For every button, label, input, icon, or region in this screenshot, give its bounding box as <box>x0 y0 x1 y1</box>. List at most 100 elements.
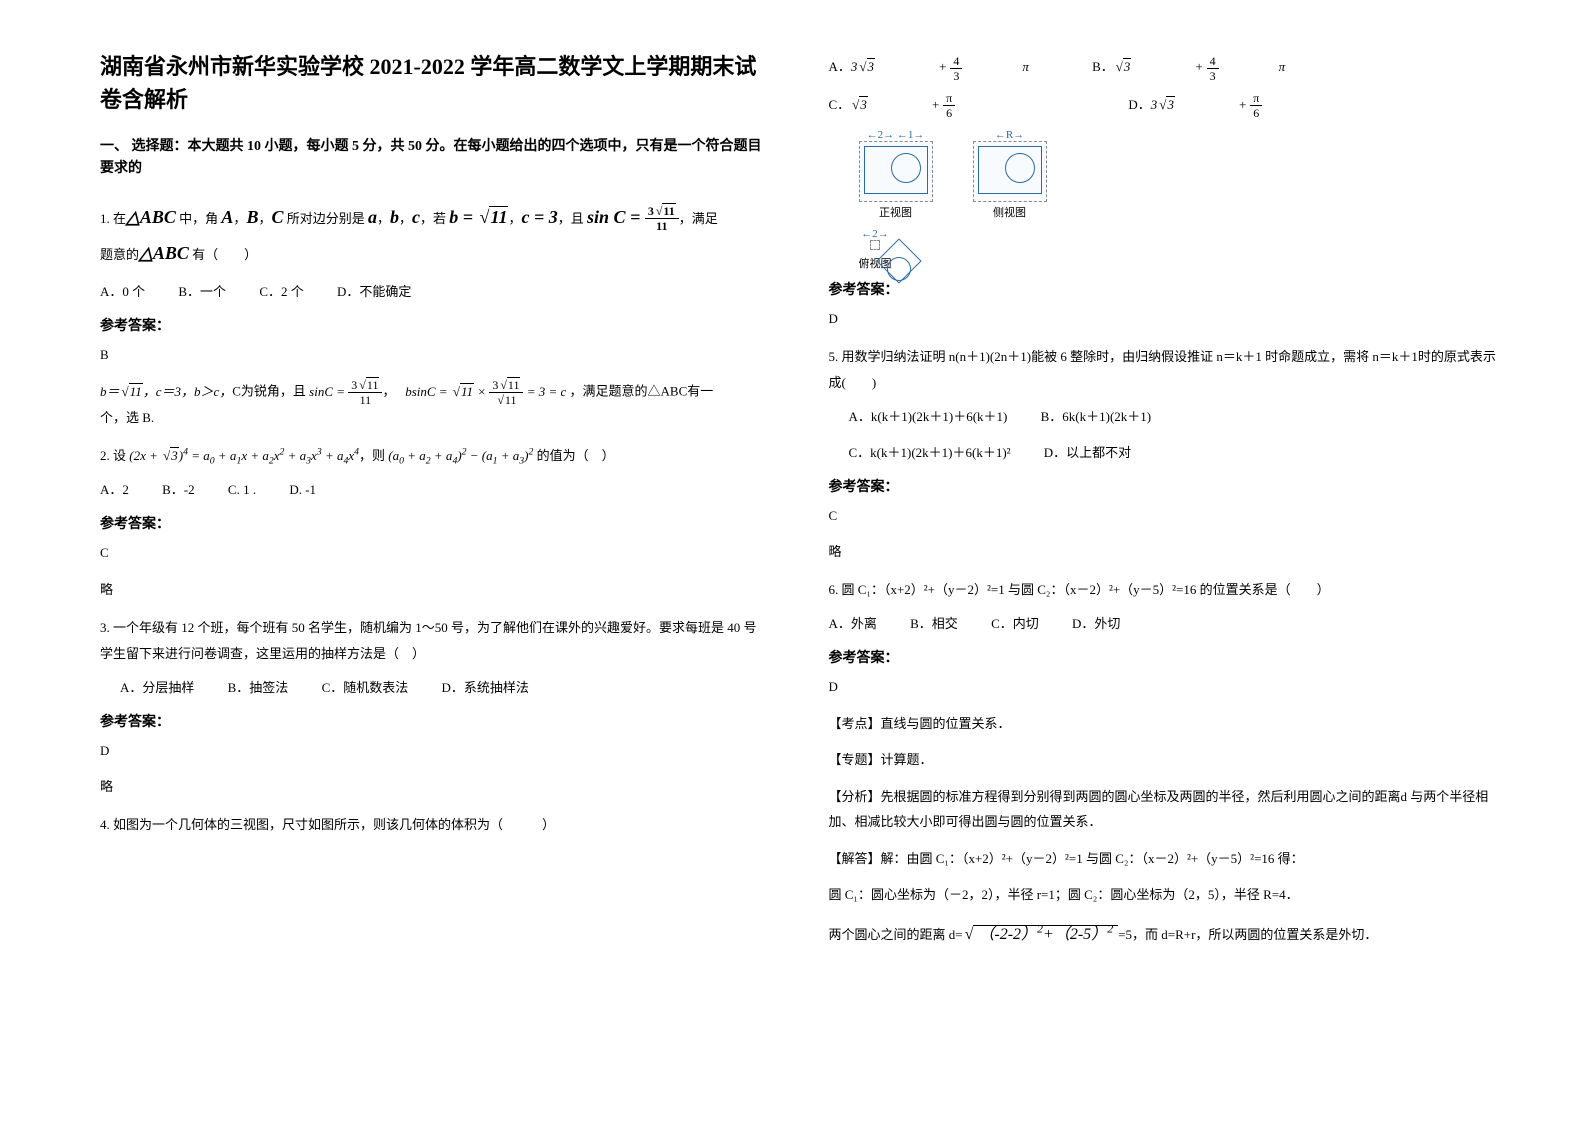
section-heading: 一、 选择题：本大题共 10 小题，每小题 5 分，共 50 分。在每小题给出的… <box>100 136 769 181</box>
q1-C: C <box>271 207 283 227</box>
q1-options: A．0 个 B．一个 C．2 个 D．不能确定 <box>100 279 769 305</box>
q5-opt-c: C．k(k＋1)(2k＋1)＋6(k＋1)² <box>849 445 1011 460</box>
q4b-d: 3 <box>1207 69 1219 82</box>
q1-m1: 中，角 <box>176 211 222 226</box>
q5-opt-a: A．k(k＋1)(2k＋1)＋6(k＋1) <box>849 409 1008 424</box>
q2-answer-label: 参考答案： <box>100 513 769 533</box>
q4d-d: 6 <box>1250 106 1262 119</box>
q1-B: B <box>246 207 258 227</box>
q2-eq2: (a0 + a2 + a4)2 − (a1 + a3)2 <box>388 448 533 463</box>
q4a-d: 3 <box>950 69 962 82</box>
q3-answer-label: 参考答案： <box>100 711 769 731</box>
q3-opt-b: B．抽签法 <box>228 680 289 695</box>
q5-explanation: 略 <box>829 540 1498 565</box>
q4-options-row1: A．33 + 43π B．3 + 43π <box>829 54 1498 82</box>
q6-sd: 2 <box>1107 922 1113 936</box>
q2-t2: ，则 <box>359 448 388 463</box>
q1-e-a: b＝11，c＝3，b＞c， <box>100 384 232 399</box>
front-label: 正视图 <box>859 204 933 220</box>
q5-options-row1: A．k(k＋1)(2k＋1)＋6(k＋1) B．6k(k＋1)(2k＋1) <box>849 404 1498 430</box>
q1-m4: ，且 <box>558 211 587 226</box>
q2-explanation: 略 <box>100 578 769 603</box>
question-5: 5. 用数学归纳法证明 n(n＋1)(2n＋1)能被 6 整除时，由归纳假设推证… <box>829 344 1498 396</box>
question-2: 2. 设 (2x + 3)4 = a0 + a1x + a2x2 + a3x3 … <box>100 443 769 469</box>
q1-A: A <box>221 207 233 227</box>
q2-opt-a: A．2 <box>100 482 129 497</box>
q1-c: c <box>412 207 420 227</box>
q1-tri1: △ABC <box>126 207 176 227</box>
q1-sep: ， <box>508 211 521 226</box>
q2-opt-b: B．-2 <box>162 482 195 497</box>
top-view: ←2→ 俯视图 <box>859 228 892 271</box>
question-6: 6. 圆 C₁：（x+2）²+（y－2）²=1 与圆 C₂：（x－2）²+（y－… <box>829 577 1498 603</box>
q1-sinc: sin C = 31111 <box>587 207 679 227</box>
q3-opt-a: A．分层抽样 <box>120 680 194 695</box>
q1-m5: ，满足 <box>679 211 718 226</box>
q6-sc: +（2-5） <box>1043 926 1107 943</box>
q6-e4: 【解答】解：由圆 C₁：（x+2）²+（y－2）²=1 与圆 C₂：（x－2）²… <box>829 847 1498 872</box>
q1-cval: c = 3 <box>521 207 557 227</box>
q4-opt-d: D．33 + π6 <box>1128 97 1352 112</box>
q1-e-j: 个，选 B. <box>100 410 154 425</box>
q1-m2: 所对边分别是 <box>283 211 368 226</box>
q6-opt-c: C．内切 <box>991 616 1039 631</box>
q6-answer: D <box>829 675 1498 700</box>
top-dim: ←2→ <box>859 228 892 240</box>
q2-eq1: (2x + 3)4 = a0 + a1x + a2x2 + a3x3 + a4x… <box>129 448 359 463</box>
side-label: 侧视图 <box>973 204 1047 220</box>
q4-options-row2: C．3 + π6 D．33 + π6 <box>829 92 1498 120</box>
q3-opt-c: C．随机数表法 <box>322 680 409 695</box>
q4-answer: D <box>829 307 1498 332</box>
q4d-n: π <box>1250 92 1262 106</box>
q6-opt-b: B．相交 <box>910 616 958 631</box>
q2-opt-d: D. -1 <box>289 482 316 497</box>
q1-tri2: △ABC <box>139 243 189 263</box>
q1-opt-d: D．不能确定 <box>337 284 411 299</box>
q1-l2c: 有（ ） <box>189 247 257 262</box>
q6-opt-d: D．外切 <box>1072 616 1120 631</box>
q1-answer: B <box>100 343 769 368</box>
q6-sa: （-2-2） <box>978 926 1037 943</box>
question-4: 4. 如图为一个几何体的三视图，尺寸如图所示，则该几何体的体积为（ ） <box>100 812 769 838</box>
three-view-diagram: ←2→ ←1→ 正视图 ←R→ 侧视图 <box>859 129 1498 220</box>
q1-e-sinc: sinC = 31111 <box>309 384 382 399</box>
q3-answer: D <box>100 739 769 764</box>
q2-t3: 的值为（ ） <box>533 448 614 463</box>
q2-answer: C <box>100 541 769 566</box>
q6-e3: 【分析】先根据圆的标准方程得到分别得到两圆的圆心坐标及两圆的半径，然后利用圆心之… <box>829 785 1498 834</box>
top-view-row: ←2→ 俯视图 <box>859 228 1498 271</box>
front-dim-top: ←2→ ←1→ <box>859 129 933 141</box>
q4c-d: 6 <box>943 106 955 119</box>
q6-e1: 【考点】直线与圆的位置关系． <box>829 712 1498 737</box>
q4b-n: 4 <box>1207 55 1219 69</box>
q1-e-i: ，满足题意的△ABC有一 <box>570 384 714 399</box>
q1-b: b <box>390 207 399 227</box>
q5-opt-b: B．6k(k＋1)(2k＋1) <box>1041 409 1152 424</box>
q2-t1: 2. 设 <box>100 448 129 463</box>
q2-opt-c: C. 1 . <box>228 482 256 497</box>
q6-answer-label: 参考答案： <box>829 647 1498 667</box>
q6-opt-a: A．外离 <box>829 616 877 631</box>
q1-bval: b = 11 <box>449 207 508 227</box>
side-view: ←R→ 侧视图 <box>973 129 1047 220</box>
q4c-n: π <box>943 92 955 106</box>
q5-options-row2: C．k(k＋1)(2k＋1)＋6(k＋1)² D．以上都不对 <box>849 440 1498 466</box>
q1-e-bsinc: bsinC = 11 × 31111 = 3 = c <box>405 384 566 399</box>
q1-opt-a: A．0 个 <box>100 284 145 299</box>
q4a-n: 4 <box>950 55 962 69</box>
q1-prefix: 1. 在 <box>100 211 126 226</box>
q1-l2a: 题意的 <box>100 247 139 262</box>
q1-answer-label: 参考答案： <box>100 315 769 335</box>
q6-dist-expr: （-2-2）2+（2-5）2 <box>963 926 1119 943</box>
q3-options: A．分层抽样 B．抽签法 C．随机数表法 D．系统抽样法 <box>120 675 769 701</box>
q6-e6: 两个圆心之间的距离 d= （-2-2）2+（2-5）2 =5，而 d=R+r，所… <box>829 920 1498 950</box>
q4-opt-a: A．33 + 43π <box>829 59 1059 74</box>
q1-explanation: b＝11，c＝3，b＞c，C为锐角，且 sinC = 31111， bsinC … <box>100 379 769 431</box>
page-title: 湖南省永州市新华实验学校 2021-2022 学年高二数学文上学期期末试卷含解析 <box>100 50 769 116</box>
front-view: ←2→ ←1→ 正视图 <box>859 129 933 220</box>
question-3: 3. 一个年级有 12 个班，每个班有 50 名学生，随机编为 1～50 号，为… <box>100 615 769 667</box>
question-1: 1. 在△ABC 中，角 A，B，C 所对边分别是 a，b，c，若 b = 11… <box>100 199 769 271</box>
q5-answer-label: 参考答案： <box>829 476 1498 496</box>
q6-e6a: 两个圆心之间的距离 d= <box>829 927 963 942</box>
q4-answer-label: 参考答案： <box>829 279 1498 299</box>
